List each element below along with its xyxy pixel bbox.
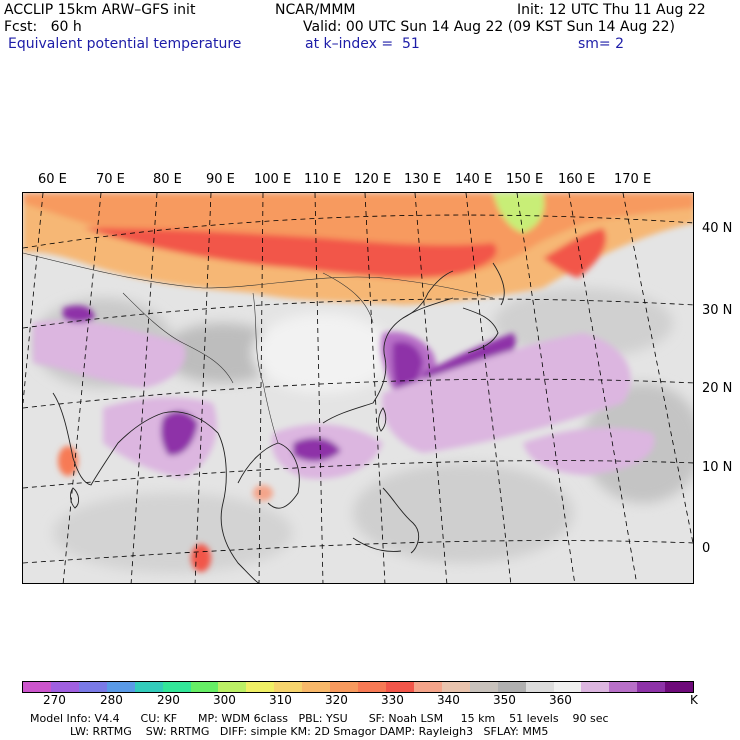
graticule	[23, 193, 693, 583]
lon-label: 90 E	[206, 172, 235, 187]
lat-label: 0	[702, 541, 711, 556]
colorbar-label: 320	[325, 693, 348, 707]
lon-label: 70 E	[96, 172, 125, 187]
init-time: Init: 12 UTC Thu 11 Aug 22	[517, 2, 706, 18]
colorbar-swatch	[358, 682, 386, 692]
colorbar-swatch	[553, 682, 582, 692]
colorbar-unit: K	[690, 693, 698, 707]
colorbar-swatch	[162, 682, 191, 692]
colorbar-swatch	[218, 682, 247, 692]
colorbar-swatch	[469, 682, 498, 692]
lat-label: 10 N	[702, 460, 733, 475]
physics-info: LW: RRTMG SW: RRTMG DIFF: simple KM: 2D …	[70, 725, 549, 738]
colorbar-swatch	[665, 682, 694, 692]
colorbar-swatch	[274, 682, 303, 692]
lon-label: 160 E	[558, 172, 596, 187]
lat-label: 20 N	[702, 381, 733, 396]
colorbar-label: 330	[381, 693, 404, 707]
colorbar	[22, 681, 694, 693]
warm-belt	[23, 193, 693, 305]
org-label: NCAR/MMM	[275, 2, 356, 18]
lon-label: 130 E	[404, 172, 442, 187]
lat-label: 40 N	[702, 221, 733, 236]
coastlines	[52, 262, 505, 583]
lon-label: 100 E	[254, 172, 292, 187]
lat-label: 30 N	[702, 303, 733, 318]
colorbar-label: 350	[493, 693, 516, 707]
model-title: ACCLIP 15km ARW–GFS init	[4, 2, 196, 18]
colorbar-swatch	[106, 682, 135, 692]
colorbar-swatch	[385, 682, 414, 692]
colorbar-swatch	[581, 682, 610, 692]
colorbar-swatch	[525, 682, 554, 692]
colorbar-label: 270	[43, 693, 66, 707]
lon-label: 170 E	[614, 172, 652, 187]
forecast-hour: Fcst: 60 h	[4, 19, 82, 35]
warm-spots	[58, 446, 273, 572]
colorbar-swatch	[302, 682, 331, 692]
lon-label: 140 E	[455, 172, 493, 187]
colorbar-swatch	[497, 682, 526, 692]
smoothing-label: sm= 2	[578, 36, 625, 52]
colorbar-swatch	[246, 682, 275, 692]
country-borders	[23, 252, 494, 444]
colorbar-label: 290	[157, 693, 180, 707]
lon-label: 80 E	[153, 172, 182, 187]
theta-e-map	[22, 192, 694, 584]
colorbar-swatch	[50, 682, 79, 692]
model-info: Model Info: V4.4 CU: KF MP: WDM 6class P…	[30, 712, 609, 725]
level-label: at k–index = 51	[305, 36, 420, 52]
field-name: Equivalent potential temperature	[8, 36, 242, 52]
colorbar-swatch	[609, 682, 638, 692]
colorbar-swatch	[23, 682, 51, 692]
colorbar-label: 280	[100, 693, 123, 707]
colorbar-label: 340	[437, 693, 460, 707]
colorbar-swatch	[78, 682, 107, 692]
colorbar-swatch	[413, 682, 442, 692]
colorbar-label: 360	[549, 693, 572, 707]
colorbar-swatch	[441, 682, 470, 692]
colorbar-swatch	[190, 682, 219, 692]
colorbar-label: 310	[269, 693, 292, 707]
colorbar-swatch	[330, 682, 359, 692]
lon-label: 60 E	[38, 172, 67, 187]
lon-label: 120 E	[354, 172, 392, 187]
lon-label: 150 E	[506, 172, 544, 187]
colorbar-label: 300	[213, 693, 236, 707]
colorbar-swatch	[134, 682, 163, 692]
valid-time: Valid: 00 UTC Sun 14 Aug 22 (09 KST Sun …	[303, 19, 675, 35]
colorbar-swatch	[637, 682, 666, 692]
lon-label: 110 E	[304, 172, 342, 187]
